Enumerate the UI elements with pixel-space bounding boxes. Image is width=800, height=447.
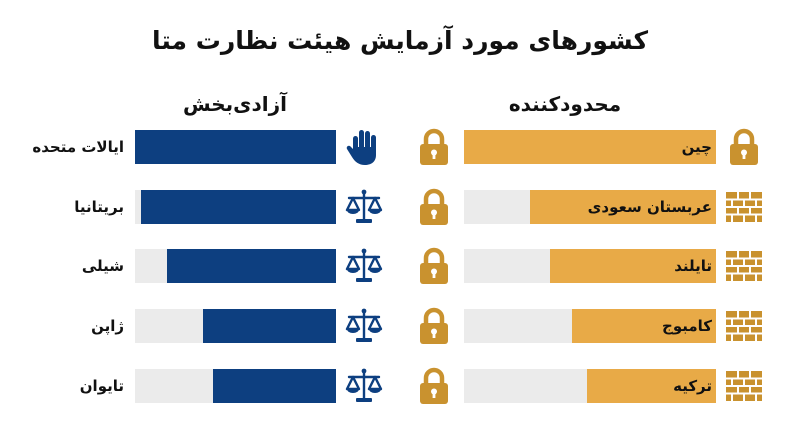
- bar-track: [135, 130, 336, 164]
- padlock-icon: [414, 127, 454, 167]
- bar-track: [135, 309, 336, 343]
- scales-icon: [344, 306, 384, 346]
- country-label: بریتانیا: [74, 198, 124, 216]
- country-label: شیلی: [81, 257, 124, 275]
- padlock-icon: [414, 246, 454, 286]
- padlock-icon: [414, 187, 454, 227]
- hand-stop-icon: [344, 127, 384, 167]
- bar-restrictive: [530, 190, 716, 224]
- bar-track: [464, 309, 716, 343]
- bar-track: [135, 369, 336, 403]
- bar-restrictive: [572, 309, 716, 343]
- bar-track: [135, 249, 336, 283]
- bar-free: [203, 309, 336, 343]
- bar-free: [135, 130, 336, 164]
- scales-icon: [344, 246, 384, 286]
- group-heading-restrictive: محدودکننده: [508, 92, 622, 116]
- scales-icon: [344, 366, 384, 406]
- bar-free: [167, 249, 336, 283]
- scales-icon: [344, 187, 384, 227]
- chart-title: کشورهای مورد آزمایش هیئت نظارت متا: [151, 26, 649, 55]
- country-label: ترکیه: [673, 377, 712, 395]
- brick-wall-icon: [724, 187, 764, 227]
- bar-track: [464, 130, 716, 164]
- bar-track: [135, 190, 336, 224]
- bar-free: [141, 190, 336, 224]
- brick-wall-icon: [724, 366, 764, 406]
- padlock-icon: [724, 127, 764, 167]
- bar-track: [464, 190, 716, 224]
- country-label: تایلند: [674, 257, 712, 275]
- country-label: ایالات متحده: [32, 138, 124, 156]
- bar-restrictive: [587, 369, 716, 403]
- country-label: چین: [681, 138, 712, 156]
- bar-track: [464, 249, 716, 283]
- country-label: تایوان: [79, 377, 124, 395]
- padlock-icon: [414, 306, 454, 346]
- brick-wall-icon: [724, 246, 764, 286]
- bar-track: [464, 369, 716, 403]
- country-label: ژاپن: [91, 317, 124, 335]
- padlock-icon: [414, 366, 454, 406]
- country-label: کامبوج: [662, 317, 712, 335]
- bar-restrictive: [550, 249, 716, 283]
- country-label: عربستان سعودی: [587, 198, 712, 216]
- bar-restrictive: [464, 130, 716, 164]
- group-heading-free: آزادی‌بخش: [182, 92, 287, 116]
- brick-wall-icon: [724, 306, 764, 346]
- bar-free: [213, 369, 336, 403]
